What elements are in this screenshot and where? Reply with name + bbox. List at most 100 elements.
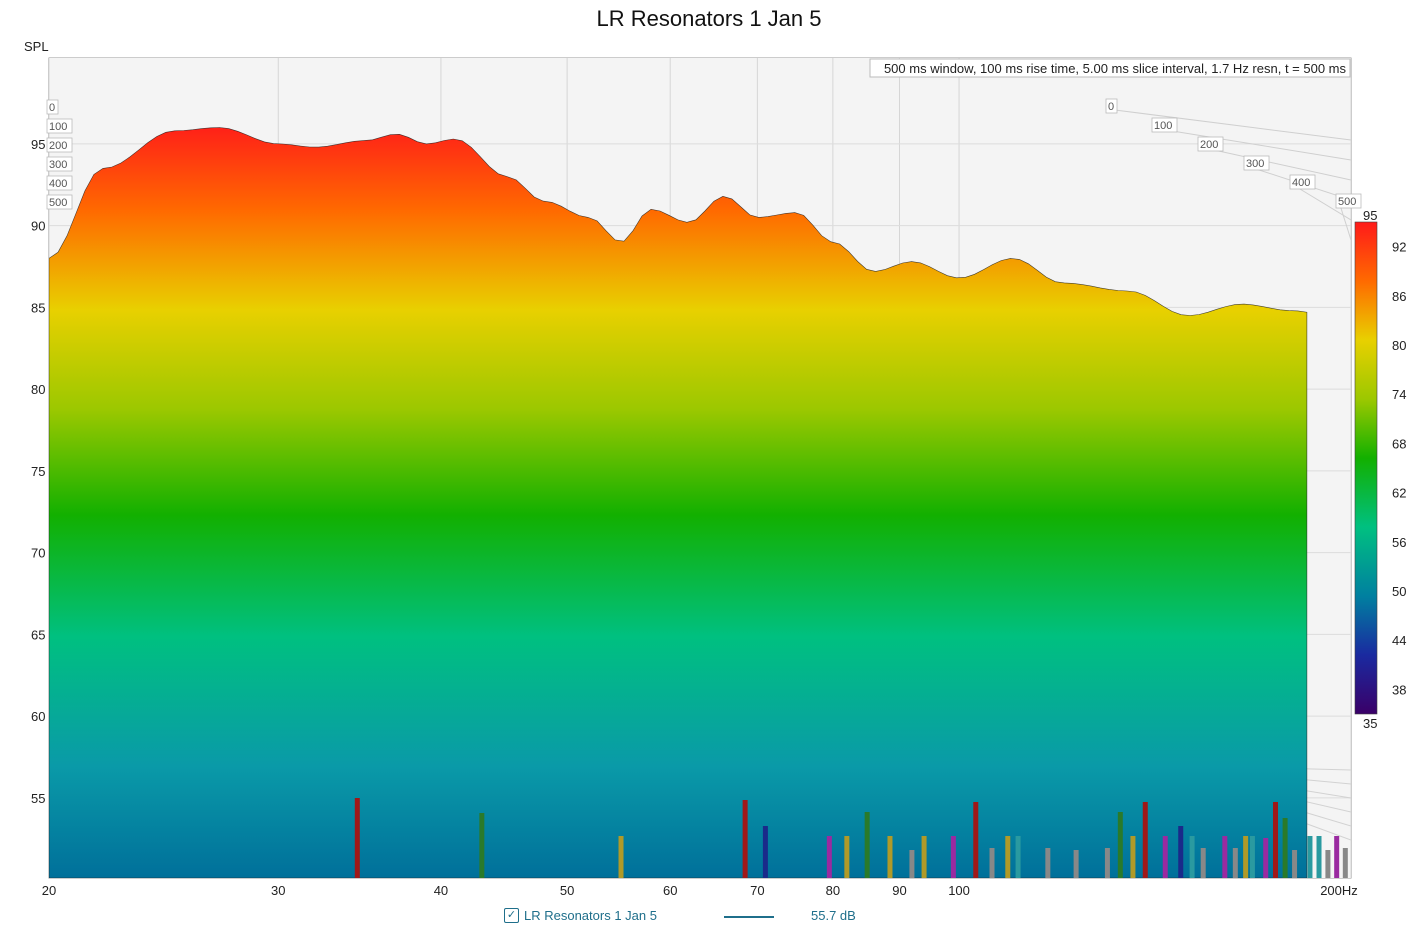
grid-line-depth <box>1159 128 1351 161</box>
colorbar-tick-label: 44 <box>1392 633 1406 648</box>
resonance-marker <box>909 850 915 878</box>
waterfall-plot: 500 ms window, 100 ms rise time, 5.00 ms… <box>24 39 1406 898</box>
settings-box <box>869 58 1351 78</box>
time-tick-box <box>1289 174 1316 190</box>
resonance-marker <box>1222 836 1228 878</box>
colorbar-ticks: 95 92 86 80 74 68 62 56 50 44 38 35 <box>1363 208 1406 731</box>
resonance-marker <box>973 802 979 878</box>
resonance-marker <box>1104 848 1110 878</box>
resonance-marker <box>1292 850 1298 878</box>
y-tick-label: 65 <box>31 627 45 642</box>
resonance-marker <box>1200 848 1206 878</box>
time-tick-label: 0 <box>49 102 55 114</box>
time-tick-label: 500 <box>1338 196 1356 208</box>
y-tick-label: 90 <box>31 219 45 234</box>
resonance-marker <box>1142 802 1148 878</box>
resonance-marker <box>762 826 768 878</box>
x-tick-label: 50 <box>560 883 574 898</box>
grid-line-depth <box>1339 204 1351 241</box>
resonance-marker <box>1325 850 1331 878</box>
time-tick-box <box>46 99 59 115</box>
time-tick-label: 500 <box>49 197 67 209</box>
resonance-marker <box>1334 836 1340 878</box>
colorbar-tick-label: 62 <box>1392 486 1406 501</box>
resonance-marker <box>1342 848 1348 878</box>
resonance-marker <box>1178 826 1184 878</box>
legend-value: 55.7 dB <box>811 908 856 923</box>
grid-line-depth <box>1204 147 1351 181</box>
resonance-marker <box>1130 836 1136 878</box>
resonance-marker <box>1045 848 1051 878</box>
resonance-marker <box>1272 802 1278 878</box>
colorbar-tick-label: 35 <box>1363 716 1377 731</box>
time-tick-box <box>46 137 73 153</box>
grid-line-depth <box>1294 185 1351 221</box>
resonance-marker <box>1117 812 1123 878</box>
y-tick-label: 95 <box>31 137 45 152</box>
time-tick-box <box>1335 193 1362 209</box>
resonance-marker <box>844 836 850 878</box>
resonance-marker <box>1189 836 1195 878</box>
colorbar-tick-label: 95 <box>1363 208 1377 223</box>
x-tick-label: 70 <box>750 883 764 898</box>
colorbar-tick-label: 86 <box>1392 289 1406 304</box>
time-tick-label: 0 <box>1108 101 1114 113</box>
resonance-marker <box>1307 836 1313 878</box>
time-tick-label: 300 <box>49 159 67 171</box>
x-tick-label: 20 <box>42 883 56 898</box>
time-tick-box <box>1105 98 1118 114</box>
legend-series-name[interactable]: LR Resonators 1 Jan 5 <box>524 908 657 923</box>
colorbar-tick-label: 50 <box>1392 584 1406 599</box>
waterfall-slice <box>49 127 1308 878</box>
time-tick-box <box>46 156 73 172</box>
legend: ✓ LR Resonators 1 Jan 5 55.7 dB <box>0 907 1418 927</box>
resonance-marker <box>1005 836 1011 878</box>
time-tick-box <box>46 194 73 210</box>
colorbar-tick-label: 74 <box>1392 387 1406 402</box>
x-tick-label: 30 <box>271 883 285 898</box>
resonance-marker <box>354 798 360 878</box>
y-tick-label: 75 <box>31 464 45 479</box>
resonance-marker <box>618 836 624 878</box>
resonance-marker <box>989 848 995 878</box>
resonance-marker <box>479 813 485 878</box>
resonance-marker <box>1263 838 1269 878</box>
time-tick-label: 200 <box>1200 139 1218 151</box>
time-tick-label: 100 <box>1154 120 1172 132</box>
y-tick-label: 60 <box>31 709 45 724</box>
resonance-marker <box>1232 848 1238 878</box>
time-tick-label: 200 <box>49 140 67 152</box>
colorbar-tick-label: 92 <box>1392 240 1406 255</box>
legend-checkbox[interactable]: ✓ <box>504 908 519 923</box>
x-axis-ticks: 20 30 40 50 60 70 80 90 100 200Hz <box>42 883 1358 898</box>
x-tick-label: 200Hz <box>1320 883 1358 898</box>
time-tick-label: 100 <box>49 121 67 133</box>
resonance-marker <box>887 836 893 878</box>
x-tick-label: 80 <box>826 883 840 898</box>
resonance-marker <box>1282 818 1288 878</box>
time-tick-label: 400 <box>1292 177 1310 189</box>
resonance-marker <box>950 836 956 878</box>
x-tick-label: 100 <box>948 883 970 898</box>
chart-title: LR Resonators 1 Jan 5 <box>596 6 822 31</box>
legend-swatch <box>724 916 774 918</box>
time-tick-box <box>1197 136 1224 152</box>
resonance-marker <box>921 836 927 878</box>
resonance-marker <box>1162 836 1168 878</box>
x-tick-label: 40 <box>434 883 448 898</box>
resonance-marker <box>1249 836 1255 878</box>
resonance-marker <box>826 836 832 878</box>
y-tick-label: 85 <box>31 300 45 315</box>
time-tick-box <box>46 175 73 191</box>
resonance-marker <box>1015 836 1021 878</box>
resonance-markers <box>354 798 1348 878</box>
time-tick-box <box>1151 117 1178 133</box>
colorbar-tick-label: 38 <box>1392 682 1406 697</box>
y-axis-ticks: 55 60 65 70 75 80 85 90 95 <box>31 137 45 806</box>
resonance-marker <box>1073 850 1079 878</box>
resonance-marker <box>742 800 748 878</box>
time-axis-ticks: 0 0 100 100 200 200 300 300 400 400 500 500 <box>46 98 1362 210</box>
y-axis-label: SPL <box>24 39 49 54</box>
y-tick-label: 70 <box>31 546 45 561</box>
time-tick-label: 300 <box>1246 158 1264 170</box>
